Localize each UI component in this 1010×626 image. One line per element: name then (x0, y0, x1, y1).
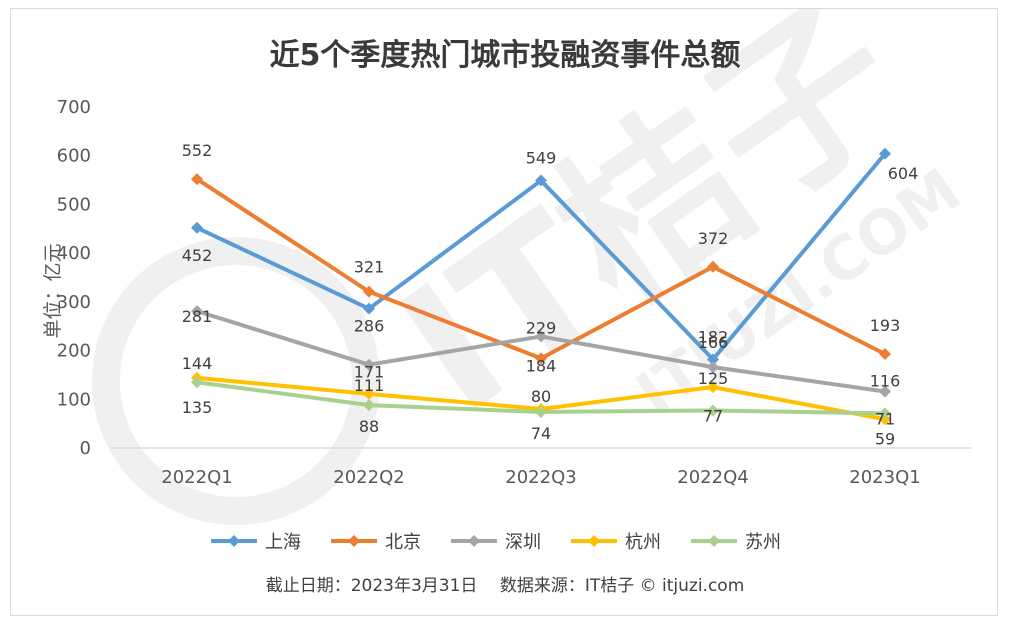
legend-label: 北京 (385, 532, 421, 553)
legend-item: 上海 (211, 532, 301, 553)
x-tick-label: 2022Q1 (161, 467, 232, 488)
data-label: 286 (354, 317, 385, 336)
x-tick-label: 2023Q1 (849, 467, 920, 488)
data-point (879, 385, 891, 398)
legend-marker (708, 535, 720, 547)
legend-marker (348, 535, 360, 547)
y-tick-label: 500 (57, 194, 91, 215)
data-label: 549 (526, 149, 557, 168)
footnote: 截止日期：2023年3月31日 数据来源：IT桔子 © itjuzi.com (266, 576, 745, 596)
data-label: 111 (354, 376, 385, 395)
chart-frame: IT桔子 ITJUZI.COM 近5个季度热门城市投融资事件总额 单位：亿元 0… (10, 8, 998, 616)
data-point (191, 173, 203, 186)
data-label: 88 (359, 417, 379, 436)
data-label: 372 (698, 229, 729, 248)
data-label: 193 (870, 316, 901, 335)
legend-label: 深圳 (505, 532, 541, 553)
data-label: 452 (182, 246, 213, 265)
data-point (879, 347, 891, 360)
data-label: 552 (182, 141, 213, 160)
data-point (191, 376, 203, 389)
data-point (707, 404, 719, 417)
legend-marker (228, 535, 240, 547)
y-tick-label: 600 (57, 146, 91, 167)
data-point (707, 353, 719, 366)
data-label: 144 (182, 354, 213, 373)
x-axis-ticks: 2022Q1 2022Q2 2022Q3 2022Q4 2023Q1 (161, 467, 920, 488)
y-tick-label: 300 (57, 292, 91, 313)
data-label: 59 (875, 429, 895, 448)
data-point (363, 399, 375, 412)
legend-marker (468, 535, 480, 547)
data-label: 77 (703, 406, 723, 425)
x-tick-label: 2022Q2 (333, 467, 404, 488)
data-point (535, 174, 547, 187)
data-point (535, 352, 547, 365)
data-label: 71 (875, 409, 895, 428)
data-point (363, 387, 375, 400)
data-point (191, 221, 203, 234)
data-label: 229 (526, 318, 557, 337)
legend-item: 深圳 (451, 532, 541, 553)
data-point (707, 361, 719, 374)
y-tick-label: 700 (57, 97, 91, 118)
data-label: 182 (698, 327, 729, 346)
y-tick-label: 400 (57, 243, 91, 264)
chart-title: 近5个季度热门城市投融资事件总额 (270, 38, 741, 73)
data-label: 171 (354, 363, 385, 382)
data-point (879, 147, 891, 160)
y-axis-label: 单位：亿元 (42, 243, 64, 338)
legend: 上海 北京 深圳 杭州 苏州 (211, 532, 781, 553)
data-point (191, 305, 203, 318)
legend-item: 苏州 (691, 532, 781, 553)
legend-label: 苏州 (745, 532, 781, 553)
data-point (363, 358, 375, 371)
data-label: 321 (354, 258, 385, 277)
data-label: 74 (531, 424, 551, 443)
data-point (707, 381, 719, 394)
data-point (363, 302, 375, 315)
data-label: 116 (870, 371, 901, 390)
data-label: 125 (698, 369, 729, 388)
x-tick-label: 2022Q3 (505, 467, 576, 488)
y-axis-ticks: 0 100 200 300 400 500 600 700 (57, 97, 91, 459)
data-point (363, 285, 375, 298)
data-label: 604 (888, 164, 919, 183)
data-point (707, 260, 719, 273)
data-label: 135 (182, 398, 213, 417)
series-points (191, 147, 891, 426)
watermark-circle (92, 237, 380, 525)
y-tick-label: 100 (57, 389, 91, 410)
data-label: 281 (182, 307, 213, 326)
data-label: 184 (526, 356, 557, 375)
data-labels: 452 286 549 182 604 552 321 184 372 193 281 171 229 1… (182, 141, 919, 448)
y-tick-label: 0 (80, 438, 91, 459)
data-point (535, 330, 547, 343)
data-label: 80 (531, 387, 551, 406)
legend-item: 杭州 (571, 532, 661, 553)
data-point (879, 407, 891, 420)
legend-item: 北京 (331, 532, 421, 553)
data-point (535, 405, 547, 418)
legend-marker (588, 535, 600, 547)
legend-label: 杭州 (625, 532, 661, 553)
legend-label: 上海 (265, 532, 301, 553)
x-tick-label: 2022Q4 (677, 467, 748, 488)
y-tick-label: 200 (57, 341, 91, 362)
data-label: 166 (698, 333, 729, 352)
line-chart: IT桔子 ITJUZI.COM 近5个季度热门城市投融资事件总额 单位：亿元 0… (42, 9, 974, 596)
